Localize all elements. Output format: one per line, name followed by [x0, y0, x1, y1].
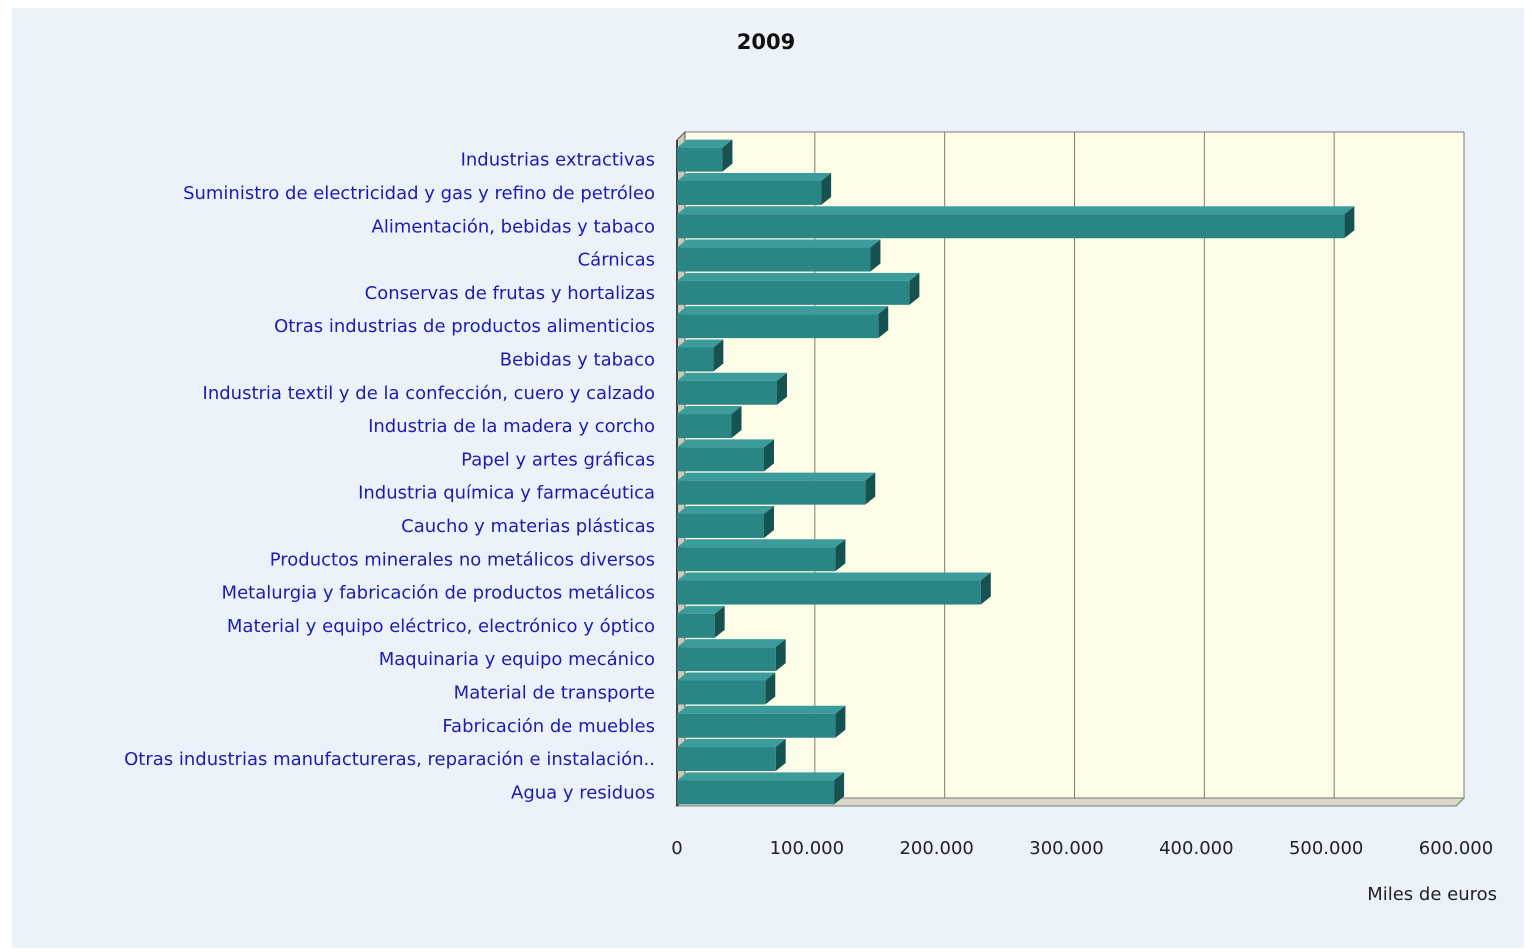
bar-side	[763, 505, 774, 538]
chart-title: 2009	[736, 30, 796, 54]
bar-side	[870, 239, 881, 272]
x-tick-label: 500.000	[1289, 838, 1363, 859]
bar-top	[677, 272, 920, 281]
category-label: Productos minerales no metálicos diverso…	[270, 549, 655, 570]
bar-side	[835, 539, 846, 572]
bar-side	[865, 472, 876, 505]
bar	[677, 247, 871, 272]
bar-top	[677, 639, 786, 648]
bar	[677, 680, 766, 705]
bar	[677, 180, 822, 205]
bar	[677, 280, 910, 305]
category-label: Cárnicas	[578, 250, 655, 271]
x-tick-label: 100.000	[770, 838, 844, 859]
category-label: Maquinaria y equipo mecánico	[379, 649, 655, 670]
bar-side	[722, 139, 733, 172]
bar-side	[834, 772, 845, 805]
bar-top	[677, 406, 742, 415]
bar-top	[677, 239, 881, 248]
category-label: Fabricación de muebles	[442, 716, 655, 737]
bar-side	[775, 739, 786, 772]
bar-side	[835, 705, 846, 738]
category-label: Conservas de frutas y hortalizas	[365, 283, 655, 304]
x-axis-title: Miles de euros	[1367, 884, 1497, 905]
bar-side	[714, 605, 725, 638]
category-label: Caucho y materias plásticas	[401, 516, 655, 537]
category-label: Material de transporte	[454, 682, 655, 703]
bar	[677, 214, 1345, 239]
category-label: Suministro de electricidad y gas y refin…	[183, 183, 655, 204]
category-label: Alimentación, bebidas y tabaco	[372, 216, 656, 237]
category-label: Industria textil y de la confección, cue…	[203, 383, 655, 404]
bar-top	[677, 206, 1355, 215]
bar-top	[677, 372, 787, 381]
category-label: Otras industrias de productos alimentici…	[274, 316, 655, 337]
bar-side	[980, 572, 991, 605]
bar-side	[731, 406, 742, 439]
category-label: Industria de la madera y corcho	[368, 416, 655, 437]
bar-top	[677, 505, 774, 514]
category-label: Industria química y farmacéutica	[358, 483, 655, 504]
bar	[677, 580, 981, 605]
bar	[677, 613, 715, 638]
bar-top	[677, 772, 845, 781]
x-tick-label: 600.000	[1419, 838, 1493, 859]
bar-top	[677, 172, 832, 181]
bar-top	[677, 672, 776, 681]
bar-side	[909, 272, 920, 305]
category-label: Papel y artes gráficas	[461, 449, 655, 470]
x-tick-label: 200.000	[899, 838, 973, 859]
bar-top	[677, 439, 774, 448]
bar	[677, 513, 764, 538]
bar-top	[677, 472, 876, 481]
x-tick-label: 400.000	[1159, 838, 1233, 859]
bar	[677, 147, 723, 172]
bar-top	[677, 572, 991, 581]
bar-top	[677, 705, 846, 714]
bar-side	[713, 339, 724, 372]
category-label: Metalurgia y fabricación de productos me…	[222, 583, 655, 604]
category-label: Bebidas y tabaco	[500, 349, 655, 370]
bar-side	[821, 172, 832, 205]
bar-top	[677, 139, 733, 148]
bar-side	[1344, 206, 1355, 239]
bar	[677, 747, 776, 772]
bar-side	[878, 306, 889, 339]
category-label: Otras industrias manufactureras, reparac…	[124, 749, 655, 770]
bar	[677, 380, 777, 405]
bar-side	[776, 372, 787, 405]
bar	[677, 647, 776, 672]
bar-top	[677, 605, 725, 614]
x-tick-label: 0	[671, 838, 682, 859]
bar	[677, 347, 714, 372]
bar	[677, 713, 836, 738]
bar-top	[677, 306, 889, 315]
category-label: Industrias extractivas	[461, 150, 655, 171]
category-label: Agua y residuos	[511, 782, 655, 803]
x-tick-label: 300.000	[1029, 838, 1103, 859]
bar-side	[763, 439, 774, 472]
bar	[677, 414, 732, 439]
bar	[677, 480, 866, 505]
bar-side	[775, 639, 786, 672]
bar	[677, 447, 764, 472]
bar	[677, 547, 836, 572]
bar-top	[677, 339, 724, 348]
bar	[677, 314, 879, 339]
bar	[677, 780, 835, 805]
bar-top	[677, 539, 846, 548]
bar-top	[677, 739, 786, 748]
category-label: Material y equipo eléctrico, electrónico…	[227, 616, 655, 637]
bar-side	[765, 672, 776, 705]
